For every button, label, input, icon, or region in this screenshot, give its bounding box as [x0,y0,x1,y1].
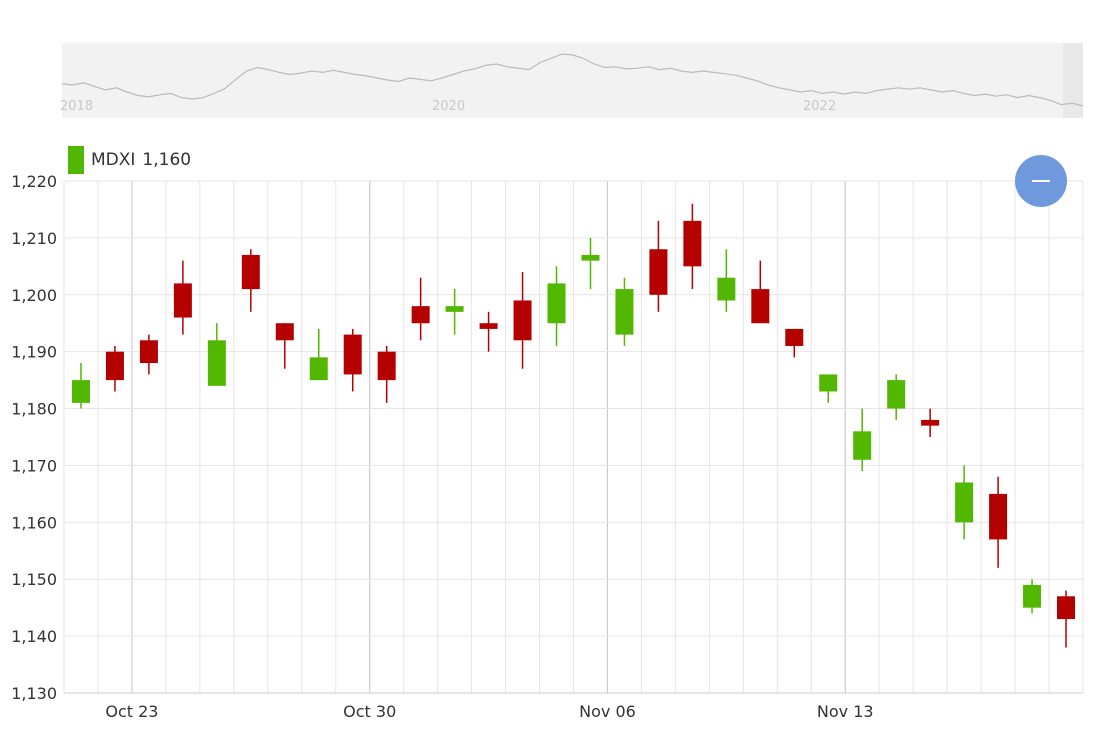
candle-body [989,493,1008,540]
x-tick-label: Oct 30 [343,702,396,721]
candle-body [785,328,804,346]
candle-body [207,340,226,386]
x-tick-label: Oct 23 [105,702,158,721]
candle [649,220,668,312]
candle-body [139,340,158,364]
y-tick-label: 1,180 [11,400,57,419]
y-tick-label: 1,150 [11,570,57,589]
candle [71,363,90,409]
candle [479,311,498,352]
candle-body [479,323,498,329]
legend-symbol: MDXI [91,150,136,170]
candle [411,277,430,341]
navigator-handle [1063,43,1083,118]
candle [581,237,600,290]
x-tick-label: Nov 06 [579,702,636,721]
candle [615,277,634,346]
legend-value: 1,160 [142,150,192,170]
candle-body [887,380,906,409]
candle [173,260,192,335]
candle [683,203,702,290]
candle-body [683,220,702,267]
legend[interactable]: MDXI 1,160 [68,146,198,174]
navigator-year-label: 2022 [803,99,836,114]
candle [819,374,838,403]
candle [989,476,1008,568]
y-tick-label: 1,190 [11,343,57,362]
candle [853,408,872,472]
candle [139,334,158,375]
y-tick-label: 1,160 [11,513,57,532]
candle-body [343,334,362,375]
candle [275,323,294,369]
candle-body [921,419,940,426]
minus-icon [1032,180,1050,182]
candle [955,465,974,540]
y-axis: 1,130 1,140 1,150 1,160 1,170 1,180 1,190 1,200… [11,172,57,703]
candle [921,408,940,437]
candle-body [751,289,770,324]
candle-body [513,300,532,341]
candle [1057,590,1076,648]
candle [751,260,770,324]
y-tick-label: 1,170 [11,456,57,475]
candles [71,203,1076,648]
y-tick-label: 1,200 [11,286,57,305]
y-tick-label: 1,140 [11,627,57,646]
candle-body [411,306,430,324]
candle-body [819,374,838,392]
candle [445,289,464,335]
navigator-year-label: 2018 [60,99,93,114]
grid-lines [63,180,1084,694]
candle [1023,579,1042,614]
navigator-series-line [61,53,1084,107]
navigator-year-label: 2020 [432,99,465,114]
candle-body [309,357,328,381]
candle-body [105,351,124,381]
candle-body [173,283,192,318]
navigator: 2018 2020 2022 [60,43,1084,118]
candle-body [241,254,260,290]
candle-body [1023,584,1042,608]
candle [343,328,362,392]
x-axis: Oct 23 Oct 30 Nov 06 Nov 13 [105,702,873,721]
navigator-background [62,43,1083,118]
y-tick-label: 1,210 [11,229,57,248]
candle [547,266,566,346]
y-tick-label: 1,130 [11,684,57,703]
x-tick-label: Nov 13 [817,702,874,721]
candle-body [547,283,566,324]
candle-body [615,289,634,335]
candle-body [717,277,736,301]
candle-body [445,306,464,312]
candle [207,323,226,386]
candle-body [853,431,872,460]
candle-body [1057,596,1076,620]
y-tick-label: 1,220 [11,172,57,191]
legend-swatch [68,146,84,174]
candle [105,345,124,392]
candle-body [377,351,396,381]
zoom-out-button[interactable] [1015,155,1067,207]
candle [717,249,736,312]
candle-body [71,380,90,403]
candle [887,374,906,420]
candle-body [955,482,974,523]
candle [309,328,328,381]
candle-body [275,323,294,341]
candle [241,249,260,312]
candle-body [649,249,668,295]
candle-body [581,254,600,261]
candle [513,272,532,369]
candle [377,345,396,403]
candle [785,328,804,358]
